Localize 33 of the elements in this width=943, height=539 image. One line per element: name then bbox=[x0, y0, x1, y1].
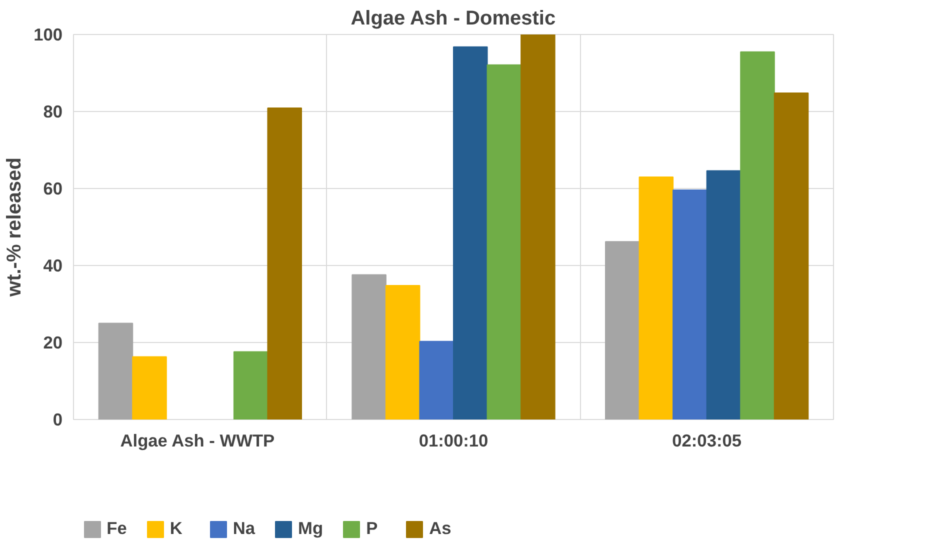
x-tick-label: Algae Ash - WWTP bbox=[120, 430, 275, 450]
y-tick-label: 80 bbox=[43, 102, 63, 122]
bar bbox=[638, 176, 674, 420]
chart-title: Algae Ash - Domestic bbox=[350, 8, 556, 30]
legend-label: Mg bbox=[298, 518, 324, 539]
legend-label: Na bbox=[232, 518, 256, 539]
y-tick-label: 60 bbox=[43, 178, 63, 198]
bar bbox=[132, 356, 167, 420]
bar bbox=[520, 34, 556, 420]
bar bbox=[740, 51, 775, 420]
bar bbox=[605, 241, 640, 420]
y-tick-label: 20 bbox=[43, 332, 63, 352]
y-tick-label: 0 bbox=[52, 410, 63, 430]
bar bbox=[267, 108, 302, 420]
bar bbox=[706, 170, 742, 420]
y-tick-label: 100 bbox=[34, 24, 63, 44]
legend-label: As bbox=[429, 518, 452, 539]
bar bbox=[98, 322, 134, 420]
bar bbox=[385, 285, 420, 420]
bar bbox=[352, 274, 386, 420]
legend-label: P bbox=[366, 518, 379, 539]
legend-label: Fe bbox=[106, 518, 127, 539]
legend-label: K bbox=[170, 518, 184, 539]
x-tick-label: 01:00:10 bbox=[418, 430, 488, 450]
y-tick-label: 40 bbox=[43, 256, 63, 276]
y-axis-title: wt.-% released bbox=[4, 158, 26, 298]
bar bbox=[672, 190, 708, 420]
bar bbox=[453, 46, 488, 420]
bar bbox=[774, 92, 809, 420]
bar bbox=[486, 64, 522, 420]
bar bbox=[233, 351, 268, 420]
x-tick-label: 02:03:05 bbox=[672, 430, 742, 450]
bar bbox=[419, 340, 454, 420]
